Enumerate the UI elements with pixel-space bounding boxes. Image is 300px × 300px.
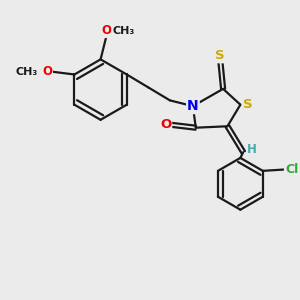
Text: O: O [101, 24, 111, 37]
Text: CH₃: CH₃ [112, 26, 135, 36]
Text: CH₃: CH₃ [16, 67, 38, 76]
Text: H: H [247, 143, 257, 156]
Text: O: O [42, 65, 52, 78]
Text: S: S [215, 49, 225, 62]
Text: N: N [187, 99, 199, 113]
Text: S: S [243, 98, 252, 111]
Text: Cl: Cl [285, 163, 298, 176]
Text: O: O [160, 118, 171, 131]
